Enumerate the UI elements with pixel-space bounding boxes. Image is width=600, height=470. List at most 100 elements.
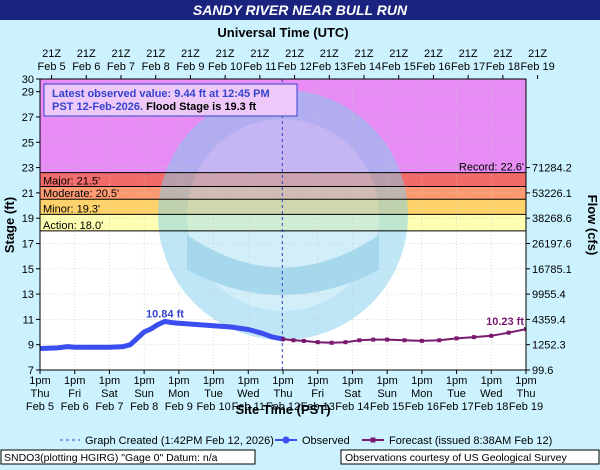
forecast-point bbox=[281, 337, 285, 342]
stage-tick-label: 19 bbox=[22, 213, 34, 225]
site-tick-day: Thu bbox=[31, 388, 50, 400]
site-tick-date: Feb 18 bbox=[474, 401, 508, 413]
utc-tick-date: Feb 11 bbox=[243, 61, 276, 73]
forecast-markers bbox=[281, 327, 526, 345]
forecast-point bbox=[329, 340, 334, 345]
stage-tick-label: 9 bbox=[28, 340, 34, 352]
site-tick-date: Feb 9 bbox=[165, 401, 193, 413]
utc-tick-hour: 21Z bbox=[493, 48, 512, 60]
utc-tick-date: Feb 12 bbox=[277, 61, 311, 73]
level-label-minor: Minor: 19.3' bbox=[43, 203, 100, 215]
stage-tick-label: 25 bbox=[22, 137, 34, 149]
level-label-action: Action: 18.0' bbox=[43, 220, 103, 232]
forecast-point bbox=[489, 333, 494, 338]
stage-tick-label: 29 bbox=[22, 87, 34, 99]
site-tick-hour: 1pm bbox=[272, 375, 293, 387]
legend-forecast: Forecast (issued 8:38AM Feb 12) bbox=[389, 435, 552, 447]
site-tick-hour: 1pm bbox=[307, 375, 328, 387]
site-tick-day: Mon bbox=[168, 388, 189, 400]
site-tick-day: Thu bbox=[517, 388, 536, 400]
utc-tick-date: Feb 18 bbox=[486, 61, 520, 73]
site-tick-date: Feb 16 bbox=[405, 401, 439, 413]
site-tick-day: Sun bbox=[134, 388, 154, 400]
forecast-point bbox=[385, 337, 390, 342]
forecast-point bbox=[315, 340, 320, 345]
legend: Graph Created (1:42PM Feb 12, 2026) Obse… bbox=[60, 435, 552, 447]
site-tick-day: Thu bbox=[274, 388, 293, 400]
title-bar bbox=[0, 0, 600, 20]
flood-stage-text: Flood Stage is 19.3 ft bbox=[143, 101, 256, 113]
forecast-point bbox=[357, 338, 362, 343]
y2-axis-title: Flow (cfs) bbox=[585, 195, 600, 256]
flow-tick-label: 1252.3 bbox=[532, 340, 566, 352]
flow-tick-label: 26197.6 bbox=[532, 238, 572, 250]
site-tick-day: Wed bbox=[480, 388, 502, 400]
site-tick-day: Sun bbox=[377, 388, 397, 400]
site-tick-hour: 1pm bbox=[376, 375, 397, 387]
stage-tick-label: 27 bbox=[22, 112, 34, 124]
site-tick-date: Feb 8 bbox=[130, 401, 158, 413]
utc-tick-hour: 21Z bbox=[77, 48, 96, 60]
utc-tick-hour: 21Z bbox=[389, 48, 408, 60]
forecast-point bbox=[343, 340, 348, 345]
site-tick-date: Feb 17 bbox=[439, 401, 473, 413]
stage-tick-label: 15 bbox=[22, 264, 34, 276]
site-tick-day: Fri bbox=[68, 388, 81, 400]
footer-left-box bbox=[0, 449, 256, 465]
latest-observed-line1: Latest observed value: 9.44 ft at 12:45 … bbox=[52, 88, 270, 100]
top-axis-title: Universal Time (UTC) bbox=[217, 25, 348, 40]
utc-tick-date: Feb 6 bbox=[72, 61, 100, 73]
site-tick-date: Feb 12 bbox=[266, 401, 300, 413]
flow-tick-label: 99.6 bbox=[532, 365, 553, 377]
utc-tick-hour: 21Z bbox=[216, 48, 235, 60]
utc-tick-hour: 21Z bbox=[42, 48, 61, 60]
observed-peak-label: 10.84 ft bbox=[146, 308, 184, 320]
stage-tick-label: 11 bbox=[23, 314, 34, 326]
observed-series-line bbox=[40, 318, 286, 351]
utc-tick-date: Feb 16 bbox=[416, 61, 450, 73]
site-tick-day: Sat bbox=[344, 388, 361, 400]
utc-tick-hour: 21Z bbox=[250, 48, 269, 60]
site-tick-hour: 1pm bbox=[446, 375, 467, 387]
site-tick-day: Mon bbox=[411, 388, 432, 400]
chart-title: SANDY RIVER NEAR BULL RUN bbox=[193, 2, 408, 18]
site-tick-date: Feb 6 bbox=[61, 401, 89, 413]
site-tick-hour: 1pm bbox=[29, 375, 50, 387]
record-label: Record: 22.6' bbox=[459, 162, 524, 174]
stage-tick-label: 13 bbox=[22, 289, 34, 301]
site-tick-day: Tue bbox=[447, 388, 466, 400]
utc-tick-date: Feb 19 bbox=[520, 61, 554, 73]
latest-observed-box bbox=[43, 83, 298, 117]
site-tick-hour: 1pm bbox=[342, 375, 363, 387]
y-axis-title: Stage (ft) bbox=[2, 197, 17, 253]
flow-tick-label: 16785.1 bbox=[532, 264, 572, 276]
site-tick-date: Feb 19 bbox=[509, 401, 543, 413]
utc-tick-date: Feb 10 bbox=[208, 61, 242, 73]
site-tick-date: Feb 13 bbox=[301, 401, 335, 413]
utc-tick-date: Feb 5 bbox=[38, 61, 66, 73]
utc-tick-hour: 21Z bbox=[320, 48, 339, 60]
site-tick-date: Feb 7 bbox=[95, 401, 123, 413]
stage-tick-label: 21 bbox=[22, 188, 34, 200]
site-tick-day: Wed bbox=[237, 388, 259, 400]
flow-tick-label: 4359.4 bbox=[532, 314, 566, 326]
flow-tick-label: 38268.6 bbox=[532, 213, 572, 225]
flow-tick-label: 53226.1 bbox=[532, 188, 572, 200]
stage-tick-label: 7 bbox=[28, 365, 34, 377]
flood-level-lines: Record: 22.6' Major: 21.5'Moderate: 20.5'… bbox=[40, 162, 526, 232]
forecast-point bbox=[524, 327, 526, 332]
utc-tick-date: Feb 8 bbox=[142, 61, 170, 73]
utc-tick-date: Feb 7 bbox=[107, 61, 135, 73]
level-label-major: Major: 21.5' bbox=[43, 176, 100, 188]
utc-tick-hour: 21Z bbox=[181, 48, 200, 60]
forecast-point bbox=[454, 336, 459, 341]
forecast-point bbox=[419, 338, 424, 343]
flow-axis: 99.6 1252.3 4359.4 9955.4 16785.1 26197.6 3826… bbox=[526, 163, 572, 377]
series-group bbox=[40, 318, 526, 351]
site-tick-day: Tue bbox=[204, 388, 223, 400]
